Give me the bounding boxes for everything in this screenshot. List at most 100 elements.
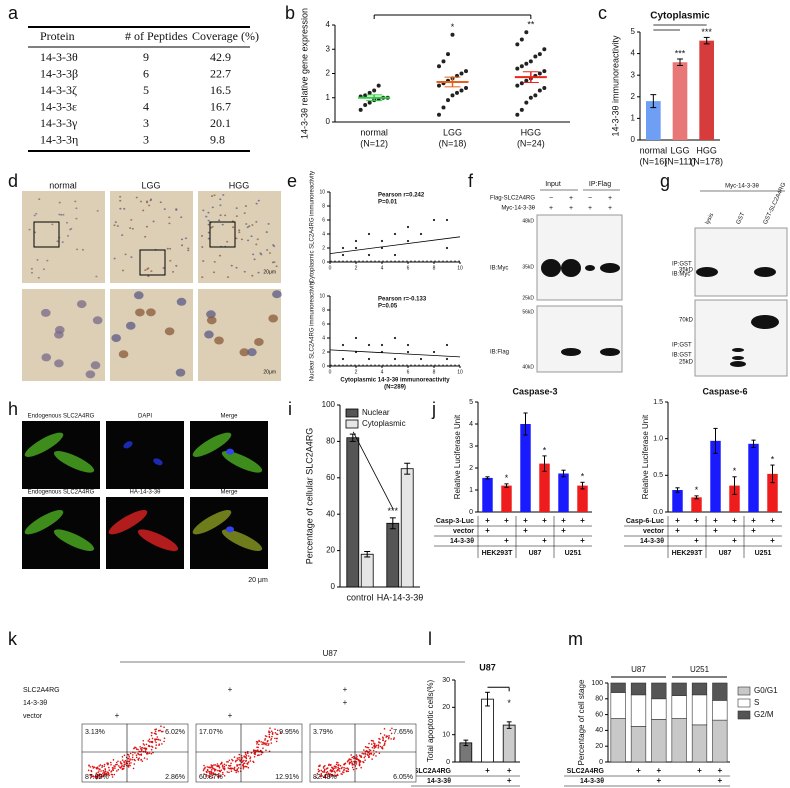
y-tick-label: 0 <box>631 135 636 144</box>
point <box>446 52 450 57</box>
event <box>211 776 214 779</box>
event <box>227 761 229 763</box>
bar <box>501 485 512 512</box>
event <box>97 771 99 774</box>
condition-label: 14-3-3θ <box>427 778 451 785</box>
band <box>561 259 581 277</box>
event <box>128 760 131 763</box>
event <box>266 742 268 745</box>
event <box>382 737 384 739</box>
cell <box>219 214 222 217</box>
cell <box>200 235 204 237</box>
point <box>380 239 384 243</box>
trend-line <box>329 349 461 358</box>
cell <box>85 370 96 379</box>
cell <box>33 214 36 217</box>
cell <box>254 337 264 346</box>
bar-segment <box>671 682 687 696</box>
cell <box>230 264 233 267</box>
point <box>406 343 410 347</box>
event <box>355 757 357 760</box>
cell <box>53 451 95 473</box>
cell <box>272 290 282 299</box>
point <box>445 218 449 222</box>
y-tick-label: 1 <box>326 93 331 102</box>
condition-mark: + <box>751 516 756 525</box>
event <box>337 763 340 766</box>
condition-mark: + <box>523 526 528 535</box>
event <box>96 766 99 769</box>
image-label: Merge <box>220 490 238 496</box>
event <box>337 761 339 764</box>
event <box>246 763 249 765</box>
event <box>222 773 224 776</box>
event <box>160 730 163 733</box>
event <box>225 764 228 767</box>
cell <box>24 510 64 535</box>
event <box>257 743 260 746</box>
cell <box>207 223 210 226</box>
event <box>223 763 226 766</box>
event <box>364 755 367 757</box>
point <box>354 336 358 340</box>
event <box>210 771 213 773</box>
y-tick-label: 0.0 <box>653 509 663 516</box>
cell <box>248 225 251 228</box>
event <box>249 760 252 762</box>
quadrant-value: 9.95% <box>279 729 299 736</box>
event <box>389 729 392 732</box>
event <box>364 752 366 755</box>
cell <box>221 451 263 473</box>
event <box>382 739 384 742</box>
blot-label: IB:Flag <box>490 350 509 356</box>
cell <box>250 235 253 238</box>
point <box>406 225 410 229</box>
event <box>214 773 217 775</box>
legend-swatch <box>345 408 359 418</box>
event <box>358 763 361 766</box>
y-tick-label: 5 <box>469 399 473 406</box>
event <box>250 751 253 754</box>
event <box>343 763 346 766</box>
y-tick-label: 100 <box>322 400 336 409</box>
event <box>218 773 220 775</box>
event <box>372 742 375 744</box>
event <box>110 763 112 766</box>
event <box>141 746 144 749</box>
cell <box>212 271 216 274</box>
y-tick-label: 0 <box>322 259 325 265</box>
header: Myc-14-3-3θ <box>725 184 759 190</box>
cell <box>205 215 208 218</box>
trend-line <box>329 236 461 254</box>
condition-mark: + <box>343 685 348 694</box>
cell <box>184 237 188 240</box>
cell <box>145 200 149 203</box>
event <box>206 769 209 772</box>
cell <box>119 199 122 202</box>
event <box>205 775 207 777</box>
event <box>123 760 125 763</box>
event <box>362 760 364 763</box>
cell <box>259 252 262 255</box>
event <box>377 746 380 749</box>
row-mark: + <box>569 205 573 212</box>
event <box>214 764 217 766</box>
scale-label: 20μm <box>263 269 276 275</box>
micrograph <box>106 421 184 489</box>
event <box>144 750 147 753</box>
point <box>419 232 423 236</box>
significance: *** <box>388 506 399 516</box>
event <box>378 737 380 740</box>
bar-segment <box>691 724 708 763</box>
point <box>437 112 441 117</box>
event <box>117 765 120 767</box>
point <box>367 253 371 257</box>
header: U87 <box>323 649 338 658</box>
event <box>161 743 163 745</box>
point <box>354 239 358 243</box>
marker: 25kD <box>522 295 534 301</box>
panel-label: c <box>598 3 607 23</box>
event <box>338 770 341 772</box>
event <box>379 745 382 748</box>
event <box>108 769 111 772</box>
